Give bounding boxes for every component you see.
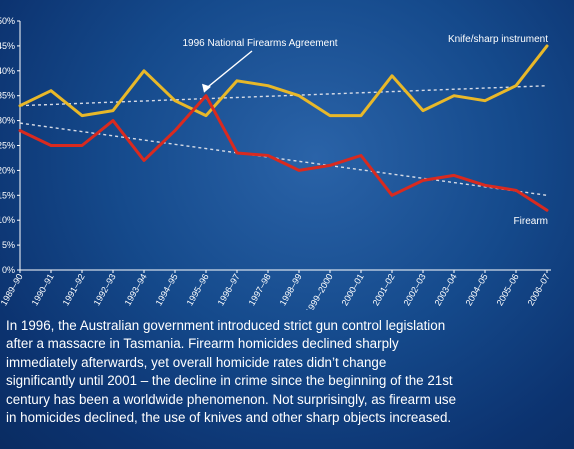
y-tick-label: 30% xyxy=(0,116,15,126)
y-tick-label: 20% xyxy=(0,165,15,175)
x-tick-label: 2000–01 xyxy=(340,272,366,307)
caption-line: in homicides declined, the use of knives… xyxy=(6,410,452,426)
trend-line xyxy=(19,85,548,107)
trend-line xyxy=(19,122,548,196)
y-tick-label: 0% xyxy=(2,265,15,275)
x-tick-label: 1990–91 xyxy=(30,272,56,307)
x-tick-label: 2003–04 xyxy=(433,272,459,307)
y-axis-ticks: 0% 5% 10% 15% 20% 25% 30% 35% 40% 45% 50% xyxy=(0,16,20,275)
caption: In 1996, the Australian government intro… xyxy=(6,317,572,427)
series-line xyxy=(18,44,549,118)
x-tick-label: 2002–03 xyxy=(402,272,428,307)
x-tick-label: 1994–95 xyxy=(154,272,180,307)
series-labels: Knife/sharp instrument Firearm xyxy=(448,34,548,227)
x-tick-label: 1997–98 xyxy=(247,272,273,307)
annotation-arrowhead xyxy=(202,83,211,93)
annotation-arrow xyxy=(206,50,253,89)
caption-line: after a massacre in Tasmania. Firearm ho… xyxy=(6,336,399,352)
homicide-weapon-chart: 0%5%10%15%20%25%30%35%40%45%50% 1989–901… xyxy=(0,16,552,310)
x-tick-label: 2006–07 xyxy=(526,272,552,307)
x-tick-label: 2004–05 xyxy=(464,272,490,307)
x-tick-label: 1989–90 xyxy=(0,272,25,307)
y-tick-label: 45% xyxy=(0,41,15,51)
x-tick-label: 2001–02 xyxy=(371,272,397,307)
y-tick-label: 40% xyxy=(0,66,15,76)
x-tick-label: 1995–96 xyxy=(185,272,211,307)
trend-lines xyxy=(19,85,548,196)
x-tick-label: 1998–99 xyxy=(278,272,304,307)
data-series xyxy=(18,44,549,212)
x-tick-label: 2005–06 xyxy=(495,272,521,307)
x-tick-label: 1993–94 xyxy=(123,272,149,307)
chart-axes xyxy=(19,21,551,271)
x-axis-ticks: 1989–90 1990–91 1991–92 1992–93 1993–94 1994–… xyxy=(0,270,552,310)
y-tick-label: 5% xyxy=(2,240,15,250)
x-tick-label: 1992–93 xyxy=(92,272,118,307)
caption-line: In 1996, the Australian government intro… xyxy=(6,318,446,333)
annotation-label: 1996 National Firearms Agreement xyxy=(182,38,337,49)
caption-line: significantly until 2001 – the decline i… xyxy=(6,373,453,389)
y-tick-label: 35% xyxy=(0,91,15,101)
legend-label: Knife/sharp instrument xyxy=(448,34,548,45)
y-tick-label: 50% xyxy=(0,16,15,26)
x-tick-label: 1999–2000 xyxy=(304,272,335,310)
x-tick-label: 1996–97 xyxy=(216,272,242,307)
y-tick-label: 10% xyxy=(0,215,15,225)
caption-line: century has been a worldwide phenomenon.… xyxy=(6,391,457,407)
legend-label: Firearm xyxy=(514,216,548,227)
caption-line: immediately afterwards, yet overall homi… xyxy=(6,354,387,370)
y-tick-label: 15% xyxy=(0,190,15,200)
x-tick-label: 1991–92 xyxy=(61,272,87,307)
y-tick-label: 25% xyxy=(0,141,15,151)
annotation: 1996 National Firearms Agreement xyxy=(182,38,338,93)
series-line xyxy=(18,94,549,212)
